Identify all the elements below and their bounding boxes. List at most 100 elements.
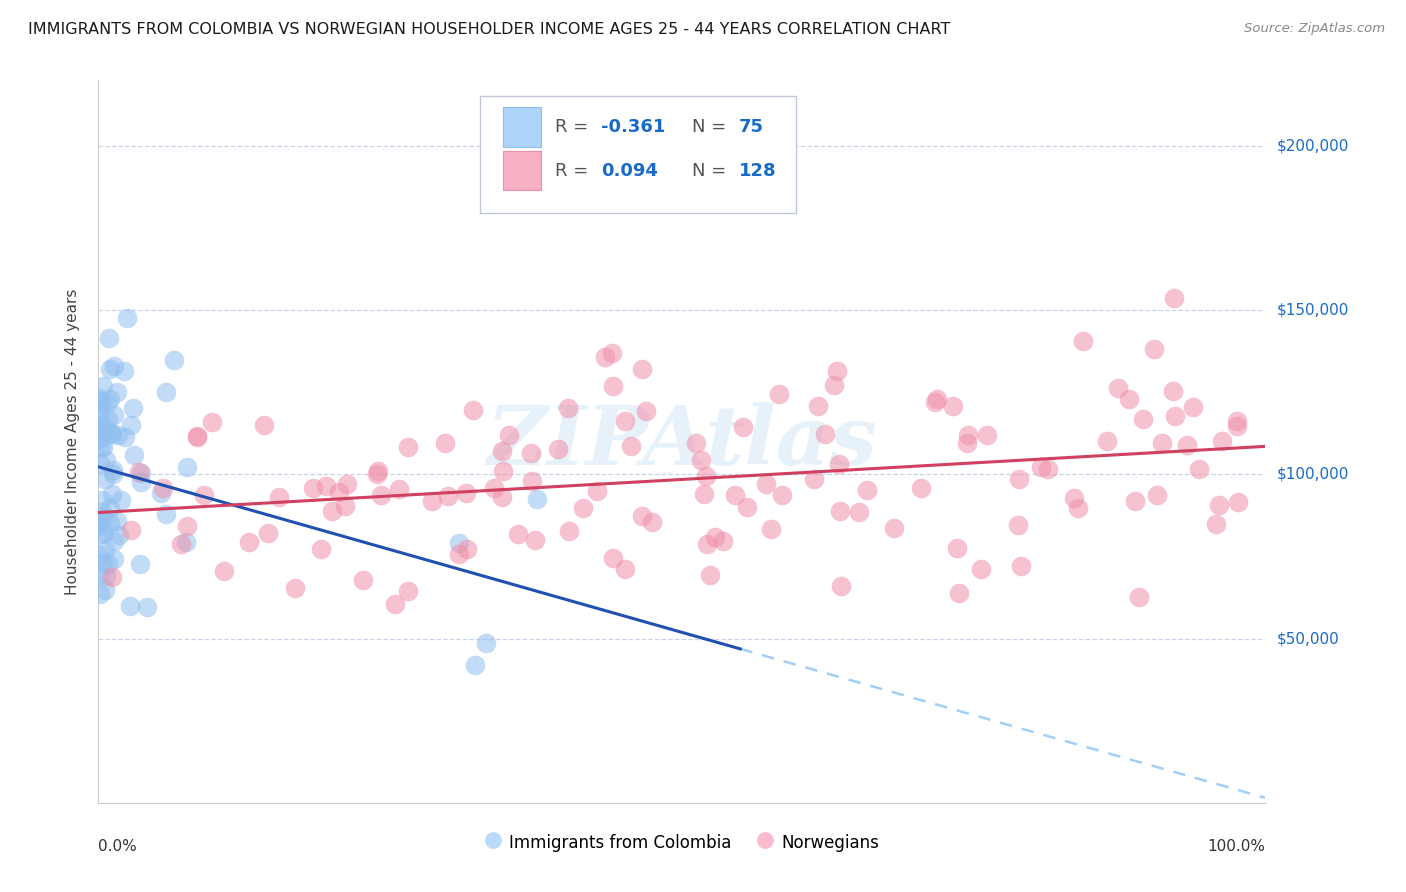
Point [309, 541, 332, 556]
Point [89, 423, 111, 437]
Point [956, 436, 979, 450]
Point [1010, 558, 1032, 573]
Point [96, 395, 118, 409]
Point [91, 440, 114, 454]
Point [1146, 488, 1168, 502]
Text: 128: 128 [740, 161, 776, 179]
Point [600, 346, 623, 360]
Point [449, 547, 471, 561]
Point [1163, 291, 1185, 305]
Point [508, 526, 530, 541]
Point [1226, 495, 1249, 509]
Point [1063, 491, 1085, 505]
Point [630, 508, 652, 523]
Point [1067, 501, 1090, 516]
FancyBboxPatch shape [479, 96, 796, 212]
Point [98, 392, 121, 406]
Point [352, 573, 374, 587]
Point [456, 485, 478, 500]
Point [257, 526, 280, 541]
Point [640, 515, 662, 529]
FancyBboxPatch shape [503, 107, 541, 147]
Point [807, 400, 830, 414]
Point [155, 384, 177, 399]
Point [91, 418, 114, 433]
Point [1143, 343, 1166, 357]
Point [91, 510, 114, 524]
Point [942, 399, 965, 413]
Point [823, 378, 845, 392]
Point [370, 487, 392, 501]
Point [731, 420, 754, 434]
Point [520, 446, 543, 460]
Point [89, 586, 111, 600]
Point [101, 462, 124, 476]
Point [1029, 459, 1052, 474]
Text: $50,000: $50,000 [1277, 632, 1340, 646]
Point [848, 505, 870, 519]
Point [186, 430, 208, 444]
Point [212, 564, 235, 578]
Point [333, 499, 356, 513]
Text: 0.0%: 0.0% [98, 838, 138, 854]
Point [526, 491, 548, 506]
Point [557, 401, 579, 415]
Point [96, 569, 118, 583]
Point [1164, 409, 1187, 424]
Point [724, 488, 747, 502]
Point [366, 467, 388, 482]
Point [176, 519, 198, 533]
Point [970, 562, 993, 576]
Point [420, 494, 443, 508]
Point [129, 557, 152, 571]
Point [695, 469, 717, 483]
Text: N =: N = [692, 161, 733, 179]
Point [302, 482, 325, 496]
Point [94, 423, 117, 437]
Point [101, 426, 124, 441]
Point [484, 481, 506, 495]
Point [253, 417, 276, 432]
Point [105, 514, 128, 528]
Text: -0.361: -0.361 [602, 119, 666, 136]
Point [91, 555, 114, 569]
Text: IMMIGRANTS FROM COLOMBIA VS NORWEGIAN HOUSEHOLDER INCOME AGES 25 - 44 YEARS CORR: IMMIGRANTS FROM COLOMBIA VS NORWEGIAN HO… [28, 22, 950, 37]
Point [89, 548, 111, 562]
Point [520, 474, 543, 488]
Point [699, 568, 721, 582]
Point [97, 557, 120, 571]
Point [1123, 493, 1146, 508]
Text: 0.094: 0.094 [602, 161, 658, 179]
Point [94, 583, 117, 598]
Point [948, 586, 970, 600]
Point [910, 481, 932, 495]
Point [152, 482, 174, 496]
Point [93, 527, 115, 541]
Point [1226, 414, 1249, 428]
Point [828, 457, 851, 471]
Point [89, 567, 111, 582]
Point [101, 487, 124, 501]
Point [830, 578, 852, 592]
Point [447, 535, 470, 549]
Point [118, 599, 141, 613]
Point [103, 408, 125, 422]
Point [90, 395, 112, 409]
Point [524, 533, 547, 547]
Point [89, 432, 111, 446]
Point [1181, 400, 1204, 414]
Point [1007, 518, 1029, 533]
Point [614, 562, 637, 576]
Point [315, 479, 337, 493]
Point [456, 542, 478, 557]
Point [925, 392, 948, 406]
Point [98, 331, 121, 345]
Point [396, 440, 419, 454]
Point [170, 537, 193, 551]
Point [704, 530, 727, 544]
Point [735, 500, 758, 514]
Point [367, 464, 389, 478]
Point [100, 426, 122, 441]
Point [924, 395, 946, 409]
Point [1107, 381, 1129, 395]
